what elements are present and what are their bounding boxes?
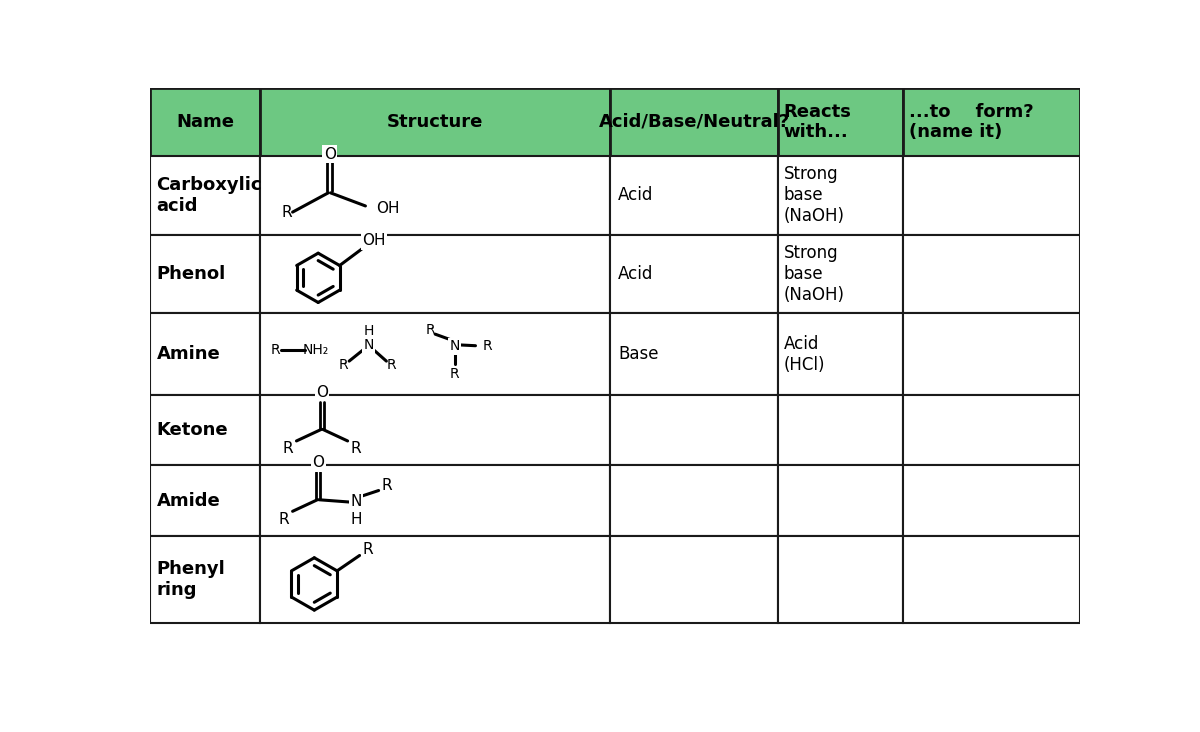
Polygon shape (611, 89, 778, 156)
Text: R: R (350, 441, 361, 456)
Text: O: O (316, 385, 328, 400)
Polygon shape (904, 234, 1080, 313)
Polygon shape (150, 89, 260, 156)
Text: OH: OH (377, 201, 400, 216)
Polygon shape (150, 313, 260, 395)
Polygon shape (611, 536, 778, 623)
Polygon shape (260, 536, 611, 623)
Polygon shape (260, 313, 611, 395)
Text: Base: Base (618, 346, 659, 363)
Text: NH₂: NH₂ (302, 343, 329, 357)
Polygon shape (778, 156, 904, 234)
Polygon shape (904, 395, 1080, 466)
Polygon shape (904, 466, 1080, 536)
Text: Acid: Acid (618, 265, 654, 283)
Text: R: R (271, 343, 281, 357)
Text: R: R (450, 367, 460, 381)
Polygon shape (611, 313, 778, 395)
Text: Structure: Structure (388, 113, 484, 131)
Text: N: N (449, 340, 460, 354)
Polygon shape (904, 156, 1080, 234)
Polygon shape (150, 466, 260, 536)
Text: Acid
(HCl): Acid (HCl) (784, 335, 826, 373)
Text: R: R (283, 441, 293, 456)
Polygon shape (611, 395, 778, 466)
Text: R: R (482, 340, 492, 354)
Text: R: R (278, 512, 289, 526)
Text: H: H (350, 512, 362, 527)
Polygon shape (904, 89, 1080, 156)
Polygon shape (150, 536, 260, 623)
Text: Acid/Base/Neutral?: Acid/Base/Neutral? (599, 113, 790, 131)
Polygon shape (778, 536, 904, 623)
Text: Strong
base
(NaOH): Strong base (NaOH) (784, 165, 845, 225)
Text: N: N (350, 494, 362, 509)
Polygon shape (778, 234, 904, 313)
Text: Name: Name (176, 113, 234, 131)
Polygon shape (260, 234, 611, 313)
Text: N: N (364, 338, 373, 352)
Text: O: O (324, 147, 336, 162)
Text: R: R (362, 542, 373, 557)
Text: Reacts
with...: Reacts with... (784, 102, 852, 141)
Polygon shape (260, 89, 611, 156)
Text: R: R (426, 323, 436, 337)
Polygon shape (778, 89, 904, 156)
Text: Strong
base
(NaOH): Strong base (NaOH) (784, 244, 845, 304)
Polygon shape (150, 234, 260, 313)
Text: Amide: Amide (156, 491, 221, 509)
Polygon shape (150, 395, 260, 466)
Text: R: R (338, 358, 348, 372)
Polygon shape (260, 156, 611, 234)
Polygon shape (778, 395, 904, 466)
Text: ...to    form?
(name it): ...to form? (name it) (910, 102, 1034, 141)
Polygon shape (611, 156, 778, 234)
Polygon shape (611, 466, 778, 536)
Text: Carboxylic
acid: Carboxylic acid (156, 176, 262, 214)
Polygon shape (260, 395, 611, 466)
Text: Phenyl
ring: Phenyl ring (156, 560, 226, 599)
Text: R: R (386, 358, 396, 372)
Polygon shape (611, 234, 778, 313)
Polygon shape (260, 466, 611, 536)
Polygon shape (904, 313, 1080, 395)
Polygon shape (904, 536, 1080, 623)
Text: R: R (382, 479, 391, 493)
Text: Ketone: Ketone (156, 421, 228, 439)
Text: R: R (282, 206, 293, 220)
Polygon shape (778, 313, 904, 395)
Text: Amine: Amine (156, 346, 221, 363)
Text: Acid: Acid (618, 186, 654, 204)
Text: Phenol: Phenol (156, 265, 226, 283)
Text: O: O (312, 455, 324, 470)
Text: H: H (364, 324, 373, 338)
Text: OH: OH (362, 234, 385, 248)
Polygon shape (150, 156, 260, 234)
Polygon shape (778, 466, 904, 536)
